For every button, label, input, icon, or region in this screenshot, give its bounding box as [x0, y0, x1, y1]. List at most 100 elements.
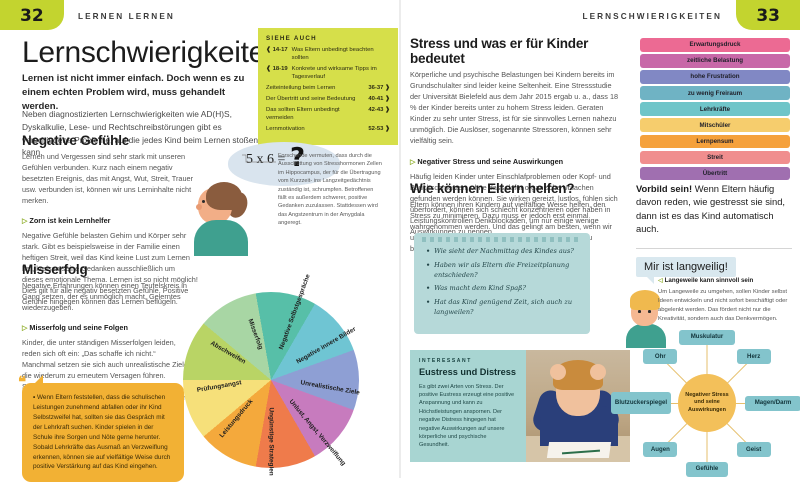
- sun-node: Gefühle: [685, 461, 729, 477]
- see-also-entry[interactable]: ❰ 18-19 Konkrete und wirksame Tipps im Ta…: [266, 66, 390, 82]
- sun-node: Magen/Darm: [745, 395, 800, 411]
- notepad-question: • Was macht dem Kind Spaß?: [426, 284, 578, 294]
- page-number-right: 33: [756, 6, 780, 26]
- section-body: Negative Erfahrungen können einen Teufel…: [22, 281, 187, 312]
- vorbild-lead: Vorbild sein!: [636, 183, 693, 194]
- subsection-heading: ▷ Misserfolg und seine Folgen: [22, 323, 190, 335]
- see-also-entry[interactable]: Lernmotivation 52-53 ❱: [266, 126, 390, 134]
- notepad-bullet: •: [426, 247, 431, 255]
- notepad-question: • Hat das Kind genügend Zeit, sich auch z…: [426, 298, 578, 318]
- sun-ray: [707, 403, 773, 404]
- stressor-bar: Mitschüler: [640, 118, 790, 132]
- see-also-pages: 40-41 ❱: [368, 95, 390, 102]
- see-also-entry[interactable]: Zeiteinteilung beim Lernen 36-37 ❱: [266, 85, 390, 93]
- photo-hand-right: [590, 364, 606, 380]
- notepad-question-text: Haben wir als Eltern die Freizeitplanung…: [434, 260, 570, 279]
- page-number-left: 32: [20, 6, 44, 26]
- see-also-pages: 52-53 ❱: [368, 125, 390, 132]
- stressor-bar: Lernpensum: [640, 134, 790, 149]
- see-also-entry[interactable]: Das sollten Eltern unbedingt vermeiden 42…: [266, 107, 390, 123]
- see-also-entry[interactable]: Der Übertritt und seine Bedeutung 40-41 ❱: [266, 96, 390, 104]
- right-page: 33 LERNSCHWIERIGKEITEN Stress und was er…: [400, 0, 800, 478]
- girl-body: [194, 220, 248, 256]
- stressor-bar: zu wenig Freiraum: [640, 86, 790, 100]
- triangle-left-icon: ◁: [658, 278, 663, 284]
- notepad-bullet: •: [426, 260, 431, 269]
- section-heading: Stress und was er für Kinder bedeutet: [410, 36, 589, 66]
- notepad-bullet: •: [426, 284, 431, 293]
- folio-tab-right: [736, 0, 800, 30]
- sun-node: Muskulatur: [679, 329, 735, 345]
- stressor-bar: Erwartungsdruck: [640, 38, 790, 52]
- girl-hair: [206, 182, 242, 210]
- standfirst: Lernen ist nicht immer einfach. Doch wen…: [22, 73, 245, 112]
- subsection-heading: ▷ Zorn ist kein Lernhelfer: [22, 216, 198, 228]
- interessant-box: INTERESSANT Eustress und Distress Es gib…: [410, 350, 526, 462]
- subsection-heading: ◁ Langeweile kann sinnvoll sein: [658, 276, 792, 286]
- notepad-question: • Wie sieht der Nachmittag des Kindes aus…: [426, 247, 578, 257]
- notepad-question-text: Wie sieht der Nachmittag des Kindes aus?: [434, 247, 574, 255]
- notepad-question: • Haben wir als Eltern die Freizeitplanun…: [426, 261, 578, 281]
- section-stress: Stress und was er für Kinder bedeutet Kö…: [410, 36, 622, 238]
- see-also-pages: 36-37 ❱: [368, 84, 390, 91]
- section-heading: Wie können Eltern helfen?: [410, 181, 575, 196]
- notepad-question-text: Was macht dem Kind Spaß?: [434, 284, 526, 293]
- stressor-bar: hohe Frustration: [640, 70, 790, 84]
- page-title: Lernschwierigkeiten: [22, 36, 282, 69]
- stressor-bar: Lehrkräfte: [640, 102, 790, 116]
- notepad-bullet: •: [426, 298, 431, 306]
- page-gutter: [399, 0, 401, 478]
- photo-paper: [546, 442, 612, 458]
- section-body: Körperliche und psychische Belastungen b…: [410, 70, 619, 145]
- girl-eye: [202, 200, 205, 203]
- pie-chart: Negative Selbstgespräche Negative innere …: [183, 273, 379, 476]
- illustration-girl-thinking: 5 x 6 = ?: [194, 140, 398, 256]
- photo-stressed-boy: [526, 350, 630, 462]
- interessant-kicker: INTERESSANT: [419, 358, 472, 364]
- see-also-entry[interactable]: ❰ 14-17 Was Eltern unbedingt beachten sol…: [266, 47, 390, 63]
- boy-hair: [630, 290, 660, 310]
- folio-tab-left: [0, 0, 64, 30]
- running-head-left: LERNEN LERNEN: [78, 12, 175, 21]
- sun-node: Blutzuckerspiegel: [611, 392, 671, 414]
- caption-forschende: Forschende vermuten, dass durch die Auss…: [278, 153, 382, 227]
- callout-body: Wenn Eltern feststellen, dass die schuli…: [33, 394, 171, 471]
- running-head-right: LERNSCHWIERIGKEITEN: [582, 12, 722, 21]
- boy-eye-right: [648, 310, 651, 313]
- notepad-question-text: Hat das Kind genügend Zeit, sich auch zu…: [434, 298, 573, 316]
- see-also-pages: 42-43 ❱: [368, 106, 390, 113]
- left-page: 32 LERNEN LERNEN Lernschwierigkeiten Ler…: [0, 0, 400, 482]
- see-also-text: Der Übertritt und seine Bedeutung: [266, 95, 356, 102]
- sun-node: Herz: [736, 348, 771, 364]
- stressor-bar: Übertritt: [640, 166, 790, 181]
- see-also-text: Was Eltern unbedingt beachten sollten: [291, 47, 374, 61]
- intro-paragraph: Neben diagnostizierten Lernschwierigkeit…: [22, 109, 259, 158]
- see-also-text: Zeiteinteilung beim Lernen: [266, 84, 336, 91]
- boy-body: [626, 324, 666, 348]
- pie-slice-label: Ungünstige Strategien: [268, 378, 275, 476]
- see-also-pages: ❰ 18-19: [266, 65, 288, 72]
- subsection-body: Häufig leiden Kinder unter Einschlafprob…: [410, 172, 618, 236]
- callout-bullet: •: [33, 394, 38, 401]
- see-also-text: Konkrete und wirksame Tipps im Tagesverl…: [291, 65, 377, 80]
- interessant-body: Es gibt zwei Arten von Stress. Der posit…: [419, 383, 515, 449]
- pie-circle: [183, 292, 359, 468]
- girl-nose: [196, 204, 202, 210]
- callout-tip-left: • Wenn Eltern feststellen, dass die schu…: [22, 374, 184, 482]
- section-heading: Negative Gefühle: [22, 133, 130, 148]
- section-negative-gefuehle: Negative Gefühle Lernen und Vergessen si…: [22, 133, 198, 308]
- callout-text: • Wenn Eltern feststellen, dass die schu…: [22, 383, 184, 482]
- vorbild-text: Wenn Eltern häufig davon reden, wie gest…: [636, 183, 786, 235]
- subsection-heading: ▷ Negativer Stress und seine Auswirkungen: [410, 157, 622, 169]
- quote-mark-icon: ❝: [18, 373, 27, 391]
- section-body: Lernen und Vergessen sind sehr stark mit…: [22, 152, 194, 205]
- sun-center-label: Negativer Stress und seine Auswirkungen: [678, 374, 736, 432]
- subsection-body: Um Langeweile zu umgehen, sollen Kinder …: [658, 289, 788, 322]
- boy-eye-left: [638, 310, 641, 313]
- pie-slice-label-text: Ungünstige Strategien: [267, 407, 275, 476]
- notepad-questions: • Wie sieht der Nachmittag des Kindes aus…: [414, 233, 590, 334]
- subsection-heading-text: Negativer Stress und seine Auswirkungen: [417, 156, 564, 166]
- illustration-boy-bored: [626, 290, 668, 348]
- speech-bubble: Mir ist langweilig!: [636, 257, 736, 284]
